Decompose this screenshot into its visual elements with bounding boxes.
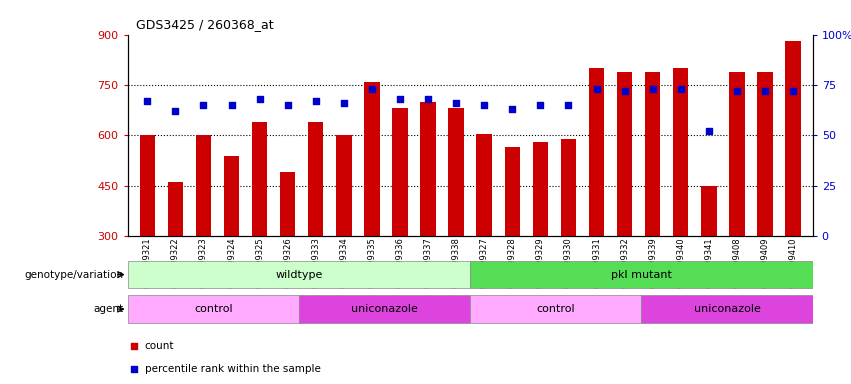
Bar	[645, 71, 660, 236]
Point	[309, 98, 323, 104]
Point	[421, 96, 435, 102]
Point	[197, 102, 210, 108]
Point	[393, 96, 407, 102]
Text: wildtype: wildtype	[275, 270, 323, 280]
Text: uniconazole: uniconazole	[351, 304, 418, 314]
Bar	[729, 71, 745, 236]
Bar	[392, 109, 408, 236]
Point	[140, 98, 154, 104]
Bar	[224, 156, 239, 236]
Point	[128, 366, 141, 372]
Point	[702, 128, 716, 134]
Bar	[701, 186, 717, 236]
Point	[618, 88, 631, 94]
Bar	[505, 147, 520, 236]
Point	[337, 100, 351, 106]
Text: pkl mutant: pkl mutant	[611, 270, 672, 280]
Bar	[308, 122, 323, 236]
Bar	[589, 68, 604, 236]
Point	[225, 102, 238, 108]
FancyBboxPatch shape	[299, 295, 470, 323]
FancyBboxPatch shape	[128, 261, 470, 288]
Point	[505, 106, 519, 112]
FancyBboxPatch shape	[128, 295, 299, 323]
Bar	[420, 102, 436, 236]
Point	[168, 108, 182, 114]
Text: agent: agent	[94, 304, 123, 314]
Bar	[477, 134, 492, 236]
Point	[128, 343, 141, 349]
Bar	[448, 109, 464, 236]
Point	[449, 100, 463, 106]
Text: control: control	[194, 304, 232, 314]
Bar	[140, 136, 155, 236]
Text: genotype/variation: genotype/variation	[25, 270, 123, 280]
Point	[758, 88, 772, 94]
FancyBboxPatch shape	[470, 261, 813, 288]
Point	[281, 102, 294, 108]
Bar	[617, 71, 632, 236]
Text: percentile rank within the sample: percentile rank within the sample	[145, 364, 321, 374]
Text: GDS3425 / 260368_at: GDS3425 / 260368_at	[136, 18, 274, 31]
Bar	[364, 82, 380, 236]
Bar	[561, 139, 576, 236]
Bar	[757, 71, 773, 236]
Point	[253, 96, 266, 102]
Point	[590, 86, 603, 92]
Bar	[785, 41, 801, 236]
Text: count: count	[145, 341, 174, 351]
Text: control: control	[536, 304, 575, 314]
Point	[674, 86, 688, 92]
Bar	[336, 136, 351, 236]
Bar	[533, 142, 548, 236]
Point	[365, 86, 379, 92]
Bar	[252, 122, 267, 236]
Text: uniconazole: uniconazole	[694, 304, 761, 314]
Point	[477, 102, 491, 108]
Point	[646, 86, 660, 92]
FancyBboxPatch shape	[642, 295, 813, 323]
Point	[786, 88, 800, 94]
Bar	[280, 172, 295, 236]
Point	[562, 102, 575, 108]
Bar	[673, 68, 688, 236]
Point	[534, 102, 547, 108]
Bar	[196, 136, 211, 236]
FancyBboxPatch shape	[470, 295, 642, 323]
Point	[730, 88, 744, 94]
Bar	[168, 182, 183, 236]
